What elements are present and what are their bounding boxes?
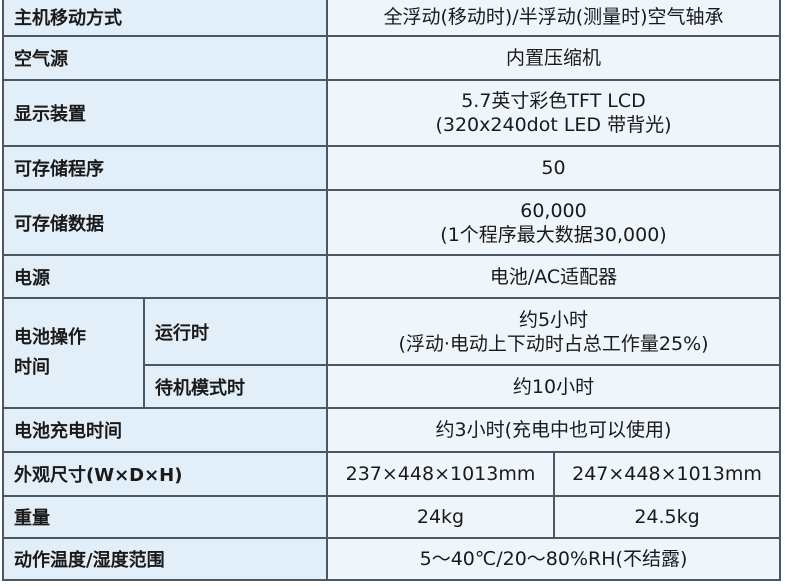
value-move-mode: 全浮动(移动时)/半浮动(测量时)空气轴承 xyxy=(326,0,781,37)
row-display: 显示装置 5.7英寸彩色TFT LCD (320x240dot LED 带背光) xyxy=(2,79,781,147)
row-air-source: 空气源 内置压缩机 xyxy=(2,35,781,81)
value-dimensions-b: 247×448×1013mm xyxy=(553,451,781,497)
data-line2: (1个程序最大数据30,000) xyxy=(440,223,667,246)
row-battery-standby: 待机模式时 约10小时 xyxy=(3,364,781,409)
value-display: 5.7英寸彩色TFT LCD (320x240dot LED 带背光) xyxy=(326,79,781,147)
row-charge-time: 电池充电时间 约3小时(充电中也可以使用) xyxy=(2,407,781,453)
value-weight-a: 24kg xyxy=(326,495,555,539)
row-move-mode: 主机移动方式 全浮动(移动时)/半浮动(测量时)空气轴承 xyxy=(2,0,781,37)
row-weight: 重量 24kg 24.5kg xyxy=(2,495,781,539)
value-power: 电池/AC适配器 xyxy=(326,254,781,299)
row-dimensions: 外观尺寸(W×D×H) 237×448×1013mm 247×448×1013m… xyxy=(2,451,781,497)
display-line1: 5.7英寸彩色TFT LCD xyxy=(461,90,646,112)
label-air-source: 空气源 xyxy=(2,35,328,81)
label-display: 显示装置 xyxy=(2,79,328,147)
label-programs: 可存储程序 xyxy=(2,145,328,191)
value-data: 60,000 (1个程序最大数据30,000) xyxy=(326,189,781,256)
row-data: 可存储数据 60,000 (1个程序最大数据30,000) xyxy=(2,189,781,256)
row-environment: 动作温度/湿度范围 5～40℃/20～80%RH(不结露) xyxy=(2,537,781,581)
label-standby: 待机模式时 xyxy=(143,364,328,409)
label-charge-time: 电池充电时间 xyxy=(2,407,328,453)
display-line2: (320x240dot LED 带背光) xyxy=(435,114,672,136)
running-line2: (浮动·电动上下动时占总工作量25%) xyxy=(398,332,709,355)
value-dimensions-a: 237×448×1013mm xyxy=(326,451,555,497)
data-line1: 60,000 xyxy=(520,199,587,222)
value-running: 约5小时 (浮动·电动上下动时占总工作量25%) xyxy=(326,297,781,366)
label-environment: 动作温度/湿度范围 xyxy=(2,537,328,581)
label-move-mode: 主机移动方式 xyxy=(2,0,328,37)
value-standby: 约10小时 xyxy=(326,364,781,409)
value-environment: 5～40℃/20～80%RH(不结露) xyxy=(326,537,781,581)
battery-time-line1: 电池操作 xyxy=(14,327,86,348)
label-running: 运行时 xyxy=(143,297,328,366)
label-battery-time: 电池操作 时间 xyxy=(2,297,145,409)
label-weight: 重量 xyxy=(2,495,328,539)
row-programs: 可存储程序 50 xyxy=(2,145,781,191)
running-line1: 约5小时 xyxy=(518,308,589,331)
value-weight-b: 24.5kg xyxy=(553,495,781,539)
row-power: 电源 电池/AC适配器 xyxy=(2,254,781,299)
value-air-source: 内置压缩机 xyxy=(326,35,781,81)
label-dimensions: 外观尺寸(W×D×H) xyxy=(2,451,328,497)
value-programs: 50 xyxy=(326,145,781,191)
battery-time-line2: 时间 xyxy=(14,357,50,378)
label-power: 电源 xyxy=(2,254,328,299)
row-battery-running: 电池操作 时间 运行时 约5小时 (浮动·电动上下动时占总工作量25%) xyxy=(2,297,781,409)
label-data: 可存储数据 xyxy=(2,189,328,256)
value-charge-time: 约3小时(充电中也可以使用) xyxy=(326,407,781,453)
